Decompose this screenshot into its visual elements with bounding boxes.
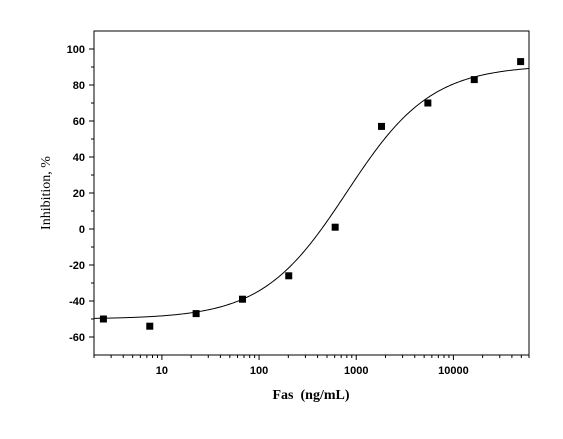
x-tick-label: 10000 bbox=[438, 365, 469, 377]
x-tick-label: 100 bbox=[250, 365, 268, 377]
y-tick-label: -20 bbox=[69, 260, 85, 272]
y-tick-label: 60 bbox=[73, 116, 85, 128]
data-point bbox=[285, 272, 293, 280]
y-tick-label: 80 bbox=[73, 80, 85, 92]
data-point bbox=[238, 295, 246, 303]
data-point bbox=[99, 315, 107, 323]
x-tick-label: 10 bbox=[156, 365, 168, 377]
data-points bbox=[99, 58, 525, 330]
data-point bbox=[192, 310, 200, 318]
x-axis: 10 100 1000 10000 bbox=[93, 355, 530, 377]
data-point bbox=[517, 58, 525, 66]
data-point bbox=[424, 99, 432, 107]
y-axis-title: Inhibition, % bbox=[39, 156, 54, 230]
y-tick-label: 40 bbox=[73, 152, 85, 164]
y-tick-label: 100 bbox=[67, 44, 85, 56]
plot-area bbox=[93, 30, 530, 356]
data-point bbox=[331, 223, 339, 231]
data-point bbox=[378, 122, 386, 130]
y-tick-label: -40 bbox=[69, 296, 85, 308]
data-point bbox=[470, 76, 478, 84]
y-tick-label: 0 bbox=[79, 224, 85, 236]
y-tick-label: 20 bbox=[73, 188, 85, 200]
y-tick-label: -60 bbox=[69, 332, 85, 344]
y-axis: -60 -40 -20 0 20 40 60 80 100 bbox=[67, 44, 94, 344]
x-axis-title: Fas (ng/mL) bbox=[273, 388, 350, 403]
fit-curve bbox=[93, 68, 530, 319]
x-tick-label: 1000 bbox=[344, 365, 368, 377]
data-point bbox=[146, 322, 154, 330]
